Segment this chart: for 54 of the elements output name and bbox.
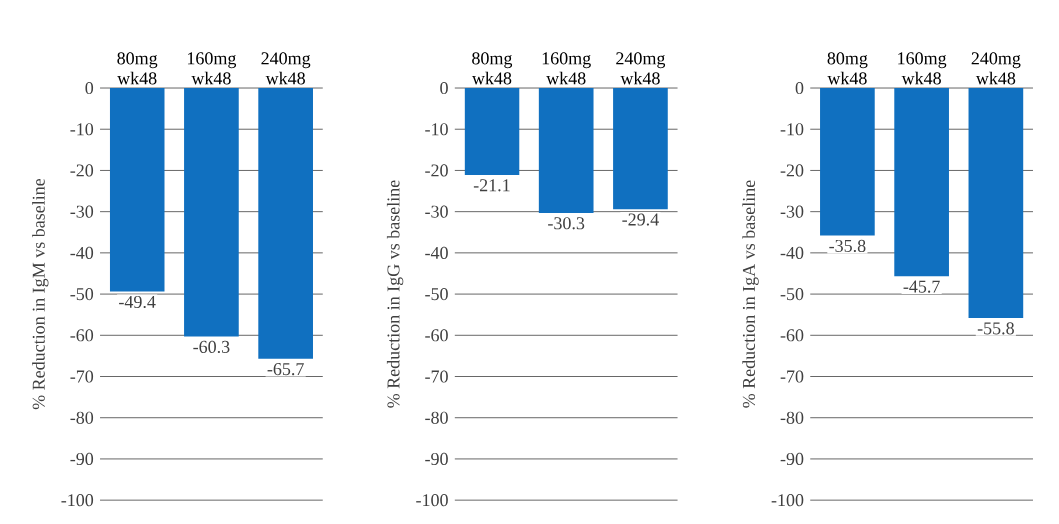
x-tick-label: 240mg wk48 [261, 52, 311, 85]
y-tick-label: -20 [780, 164, 804, 177]
y-tick-label: -10 [70, 123, 94, 136]
y-tick-label: -20 [425, 164, 448, 177]
y-tick-label: -60 [425, 329, 448, 342]
x-tick-label: 80mg wk48 [471, 52, 513, 85]
y-tick-label: -30 [70, 205, 94, 218]
y-tick-label: -10 [425, 123, 448, 136]
y-axis-title: % Reduction in IgA vs baseline [742, 180, 759, 408]
y-tick-label: -50 [780, 287, 804, 301]
y-tick-label: -40 [70, 246, 94, 259]
y-tick-label: -70 [70, 370, 94, 383]
y-tick-label: -80 [780, 411, 804, 424]
y-tick-label: -100 [61, 493, 94, 507]
y-tick-label: -30 [780, 205, 804, 218]
y-tick-label: -80 [425, 411, 448, 424]
y-tick-label: 0 [440, 81, 448, 95]
y-tick-label: -90 [425, 452, 448, 465]
y-tick-label: -40 [425, 246, 448, 259]
x-tick-label: 80mg wk48 [117, 52, 158, 85]
y-tick-label: -30 [425, 205, 448, 218]
y-tick-label: -80 [70, 411, 94, 424]
y-tick-label: -60 [780, 329, 804, 342]
x-tick-label: 160mg wk48 [187, 52, 237, 85]
x-tick-label: 80mg wk48 [827, 52, 868, 85]
data-label: -30.3 [548, 217, 585, 230]
y-tick-label: -70 [425, 370, 448, 383]
x-tick-label: 240mg wk48 [971, 52, 1021, 85]
x-tick-label: 240mg wk48 [616, 52, 666, 85]
y-tick-label: -90 [70, 452, 94, 465]
y-axis-title: % Reduction in IgG vs baseline [386, 180, 404, 408]
data-label: -45.7 [903, 280, 940, 293]
y-tick-label: -50 [425, 287, 448, 301]
data-label: -21.1 [473, 179, 510, 192]
y-tick-label: -70 [780, 370, 804, 383]
y-tick-label: -100 [416, 493, 448, 507]
y-axis-title: % Reduction in IgM vs baseline [32, 178, 49, 410]
data-label: -35.8 [829, 239, 866, 252]
y-tick-label: -40 [780, 246, 804, 259]
y-tick-label: -20 [70, 164, 94, 177]
x-tick-label: 160mg wk48 [542, 52, 591, 85]
data-label: -60.3 [193, 340, 230, 353]
y-tick-label: -100 [771, 493, 804, 507]
y-tick-label: -90 [780, 452, 804, 465]
y-tick-label: -10 [780, 123, 804, 136]
x-tick-label: 160mg wk48 [898, 52, 947, 85]
data-label: -55.8 [977, 322, 1014, 335]
y-tick-label: 0 [795, 81, 804, 95]
data-label: -29.4 [622, 213, 659, 226]
y-tick-label: -60 [70, 329, 94, 342]
y-tick-label: -50 [70, 287, 94, 301]
data-label: -49.4 [119, 295, 156, 308]
y-tick-label: 0 [85, 81, 94, 95]
data-label: -65.7 [267, 362, 304, 376]
